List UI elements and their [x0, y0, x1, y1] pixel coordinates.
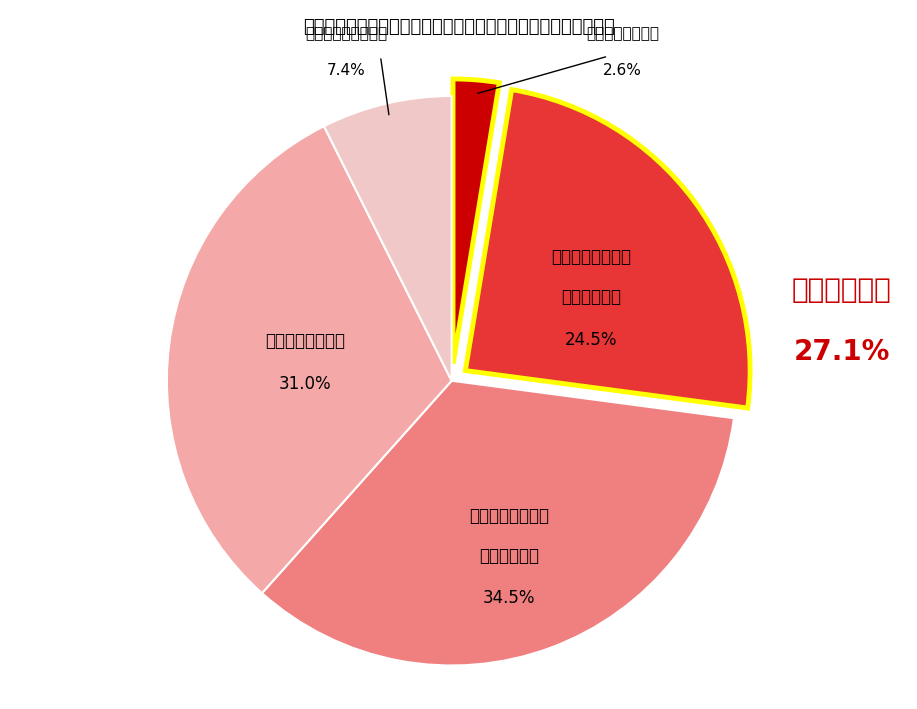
Text: 全くゆとりがない: 全くゆとりがない: [265, 333, 345, 350]
Text: 24.5%: 24.5%: [565, 331, 617, 349]
Wedge shape: [453, 79, 500, 364]
Wedge shape: [465, 89, 750, 408]
Text: 31.0%: 31.0%: [279, 375, 331, 393]
Text: どちらともいえない: どちらともいえない: [305, 26, 387, 41]
Wedge shape: [324, 96, 452, 381]
Text: 7.4%: 7.4%: [326, 63, 366, 78]
Text: 十分ゆとりがある: 十分ゆとりがある: [586, 26, 659, 41]
Text: 34.5%: 34.5%: [482, 589, 536, 607]
Text: どちらかといえば: どちらかといえば: [551, 248, 631, 267]
Wedge shape: [262, 381, 734, 666]
Text: 27.1%: 27.1%: [793, 338, 889, 367]
Text: 2.6%: 2.6%: [603, 63, 642, 78]
Text: ゆとりがある: ゆとりがある: [561, 289, 621, 306]
Text: どちらかといえば: どちらかといえば: [469, 507, 549, 525]
Text: 今あなたのご家庭は、家計にゆとりがありますか？（単一回答）: 今あなたのご家庭は、家計にゆとりがありますか？（単一回答）: [303, 18, 614, 35]
Text: ゆとりがない: ゆとりがない: [479, 547, 539, 564]
Wedge shape: [167, 126, 452, 593]
Text: ゆとりがある: ゆとりがある: [792, 276, 891, 303]
